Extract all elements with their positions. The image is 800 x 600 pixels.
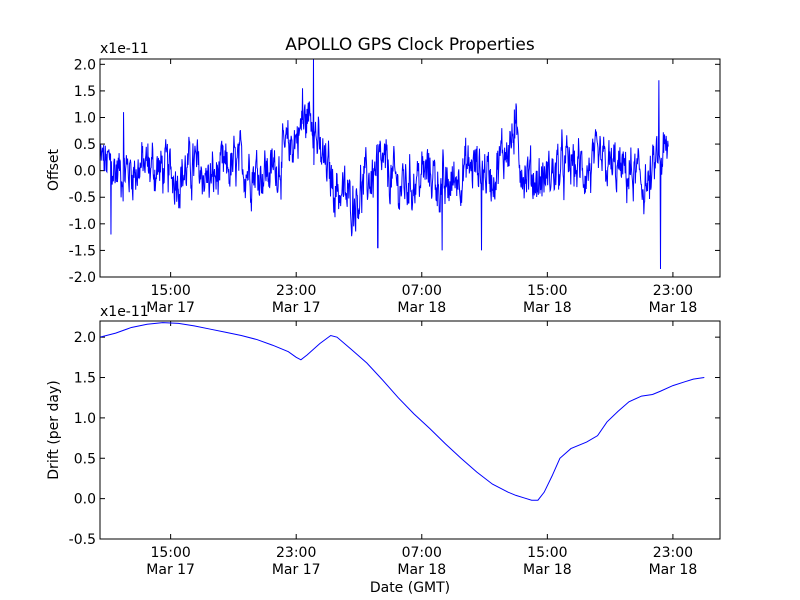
- offset-axes-frame: [99, 58, 721, 278]
- drift-plot-area: [100, 322, 705, 501]
- offset-ytick-label: 1.0: [74, 110, 96, 126]
- drift-xtick-time: 07:00: [402, 545, 442, 561]
- offset-xtick-date: Mar 17: [146, 300, 195, 316]
- drift-xtick-date: Mar 18: [397, 562, 446, 578]
- drift-xtick-date: Mar 18: [649, 562, 698, 578]
- drift-axes-frame: [99, 320, 721, 540]
- x-axis-label: Date (GMT): [370, 580, 450, 596]
- offset-ytick-label: 1.5: [74, 84, 96, 100]
- offset-xtick-date: Mar 18: [397, 300, 446, 316]
- offset-xtick-time: 23:00: [653, 283, 693, 299]
- drift-xtick-date: Mar 17: [146, 562, 195, 578]
- offset-xtick-date: Mar 18: [649, 300, 698, 316]
- offset-xtick-time: 15:00: [527, 283, 567, 299]
- drift-ytick-label: 0.5: [74, 451, 96, 467]
- drift-xtick-time: 23:00: [276, 545, 316, 561]
- drift-ytick-label: 2.0: [74, 330, 96, 346]
- drift-xtick-time: 23:00: [653, 545, 693, 561]
- offset-xtick-time: 15:00: [150, 283, 190, 299]
- drift-ytick-label: 1.5: [74, 371, 96, 387]
- offset-xtick-date: Mar 18: [523, 300, 572, 316]
- offset-ytick-label: 0.0: [74, 164, 96, 180]
- offset-chart: x1e-11 Offset 2.0 1.5 1.0 0.5 0.0 -0.5 -1.0 -1.…: [46, 41, 721, 316]
- offset-plot-area: [100, 59, 669, 270]
- drift-xtick-time: 15:00: [527, 545, 567, 561]
- drift-xtick-time: 15:00: [150, 545, 190, 561]
- offset-xtick-time: 23:00: [276, 283, 316, 299]
- drift-ytick-label: 1.0: [74, 411, 96, 427]
- drift-xtick-date: Mar 18: [523, 562, 572, 578]
- offset-series-line: [100, 59, 669, 270]
- offset-xtick-time: 07:00: [402, 283, 442, 299]
- drift-chart: x1e-11 Drift (per day) 2.0 1.5 1.0 0.5 0.0 -0…: [46, 304, 721, 578]
- offset-ytick-label: -2.0: [69, 270, 96, 286]
- drift-scale-label: x1e-11: [100, 304, 149, 320]
- offset-ytick-label: -1.5: [69, 243, 96, 259]
- offset-ytick-label: -1.0: [69, 217, 96, 233]
- offset-ytick-label: 2.0: [74, 57, 96, 73]
- drift-ylabel: Drift (per day): [46, 380, 62, 479]
- drift-y-ticks: 2.0 1.5 1.0 0.5 0.0 -0.5: [69, 330, 720, 548]
- offset-scale-label: x1e-11: [100, 41, 149, 57]
- offset-ytick-label: -0.5: [69, 190, 96, 206]
- offset-ytick-label: 0.5: [74, 137, 96, 153]
- drift-ytick-label: -0.5: [69, 532, 96, 548]
- offset-y-ticks: 2.0 1.5 1.0 0.5 0.0 -0.5 -1.0 -1.5 -2.0: [69, 57, 720, 286]
- offset-ylabel: Offset: [46, 148, 62, 191]
- drift-series-line: [100, 322, 705, 501]
- drift-xtick-date: Mar 17: [272, 562, 321, 578]
- drift-ytick-label: 0.0: [74, 492, 96, 508]
- offset-xtick-date: Mar 17: [272, 300, 321, 316]
- chart-title: APOLLO GPS Clock Properties: [285, 35, 535, 55]
